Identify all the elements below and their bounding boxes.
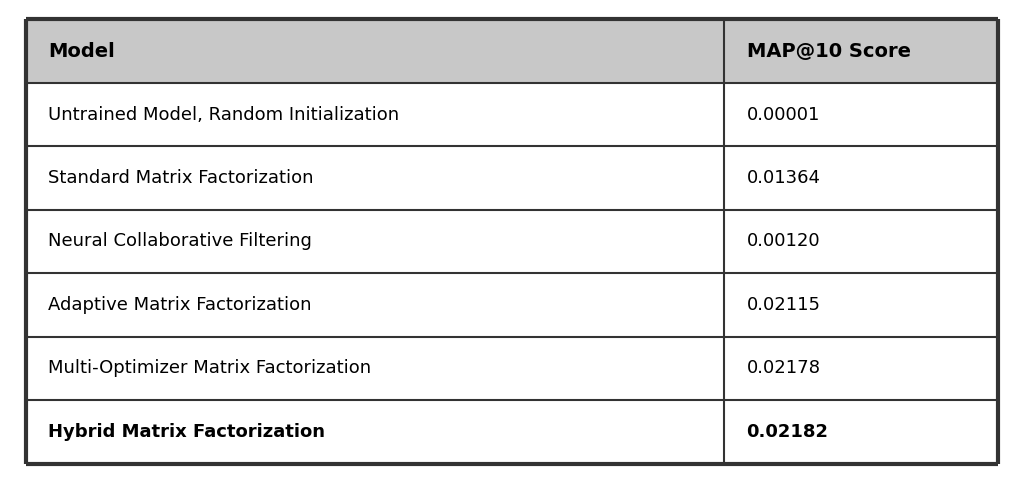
Bar xyxy=(26,83,998,146)
Text: Adaptive Matrix Factorization: Adaptive Matrix Factorization xyxy=(48,296,311,314)
Bar xyxy=(26,337,998,400)
Text: 0.01364: 0.01364 xyxy=(746,169,820,187)
Bar xyxy=(26,400,998,464)
Text: Neural Collaborative Filtering: Neural Collaborative Filtering xyxy=(48,232,312,251)
Text: Untrained Model, Random Initialization: Untrained Model, Random Initialization xyxy=(48,106,399,124)
Text: 0.00001: 0.00001 xyxy=(746,106,820,124)
Text: 0.00120: 0.00120 xyxy=(746,232,820,251)
Bar xyxy=(26,146,998,210)
Bar xyxy=(26,19,998,83)
Text: 0.02115: 0.02115 xyxy=(746,296,820,314)
Bar xyxy=(26,273,998,337)
Text: Standard Matrix Factorization: Standard Matrix Factorization xyxy=(48,169,313,187)
Text: Model: Model xyxy=(48,42,115,60)
Text: Multi-Optimizer Matrix Factorization: Multi-Optimizer Matrix Factorization xyxy=(48,359,372,377)
Text: Hybrid Matrix Factorization: Hybrid Matrix Factorization xyxy=(48,423,326,441)
Text: 0.02178: 0.02178 xyxy=(746,359,820,377)
Text: MAP@10 Score: MAP@10 Score xyxy=(746,42,910,60)
Bar xyxy=(26,210,998,273)
Text: 0.02182: 0.02182 xyxy=(746,423,828,441)
